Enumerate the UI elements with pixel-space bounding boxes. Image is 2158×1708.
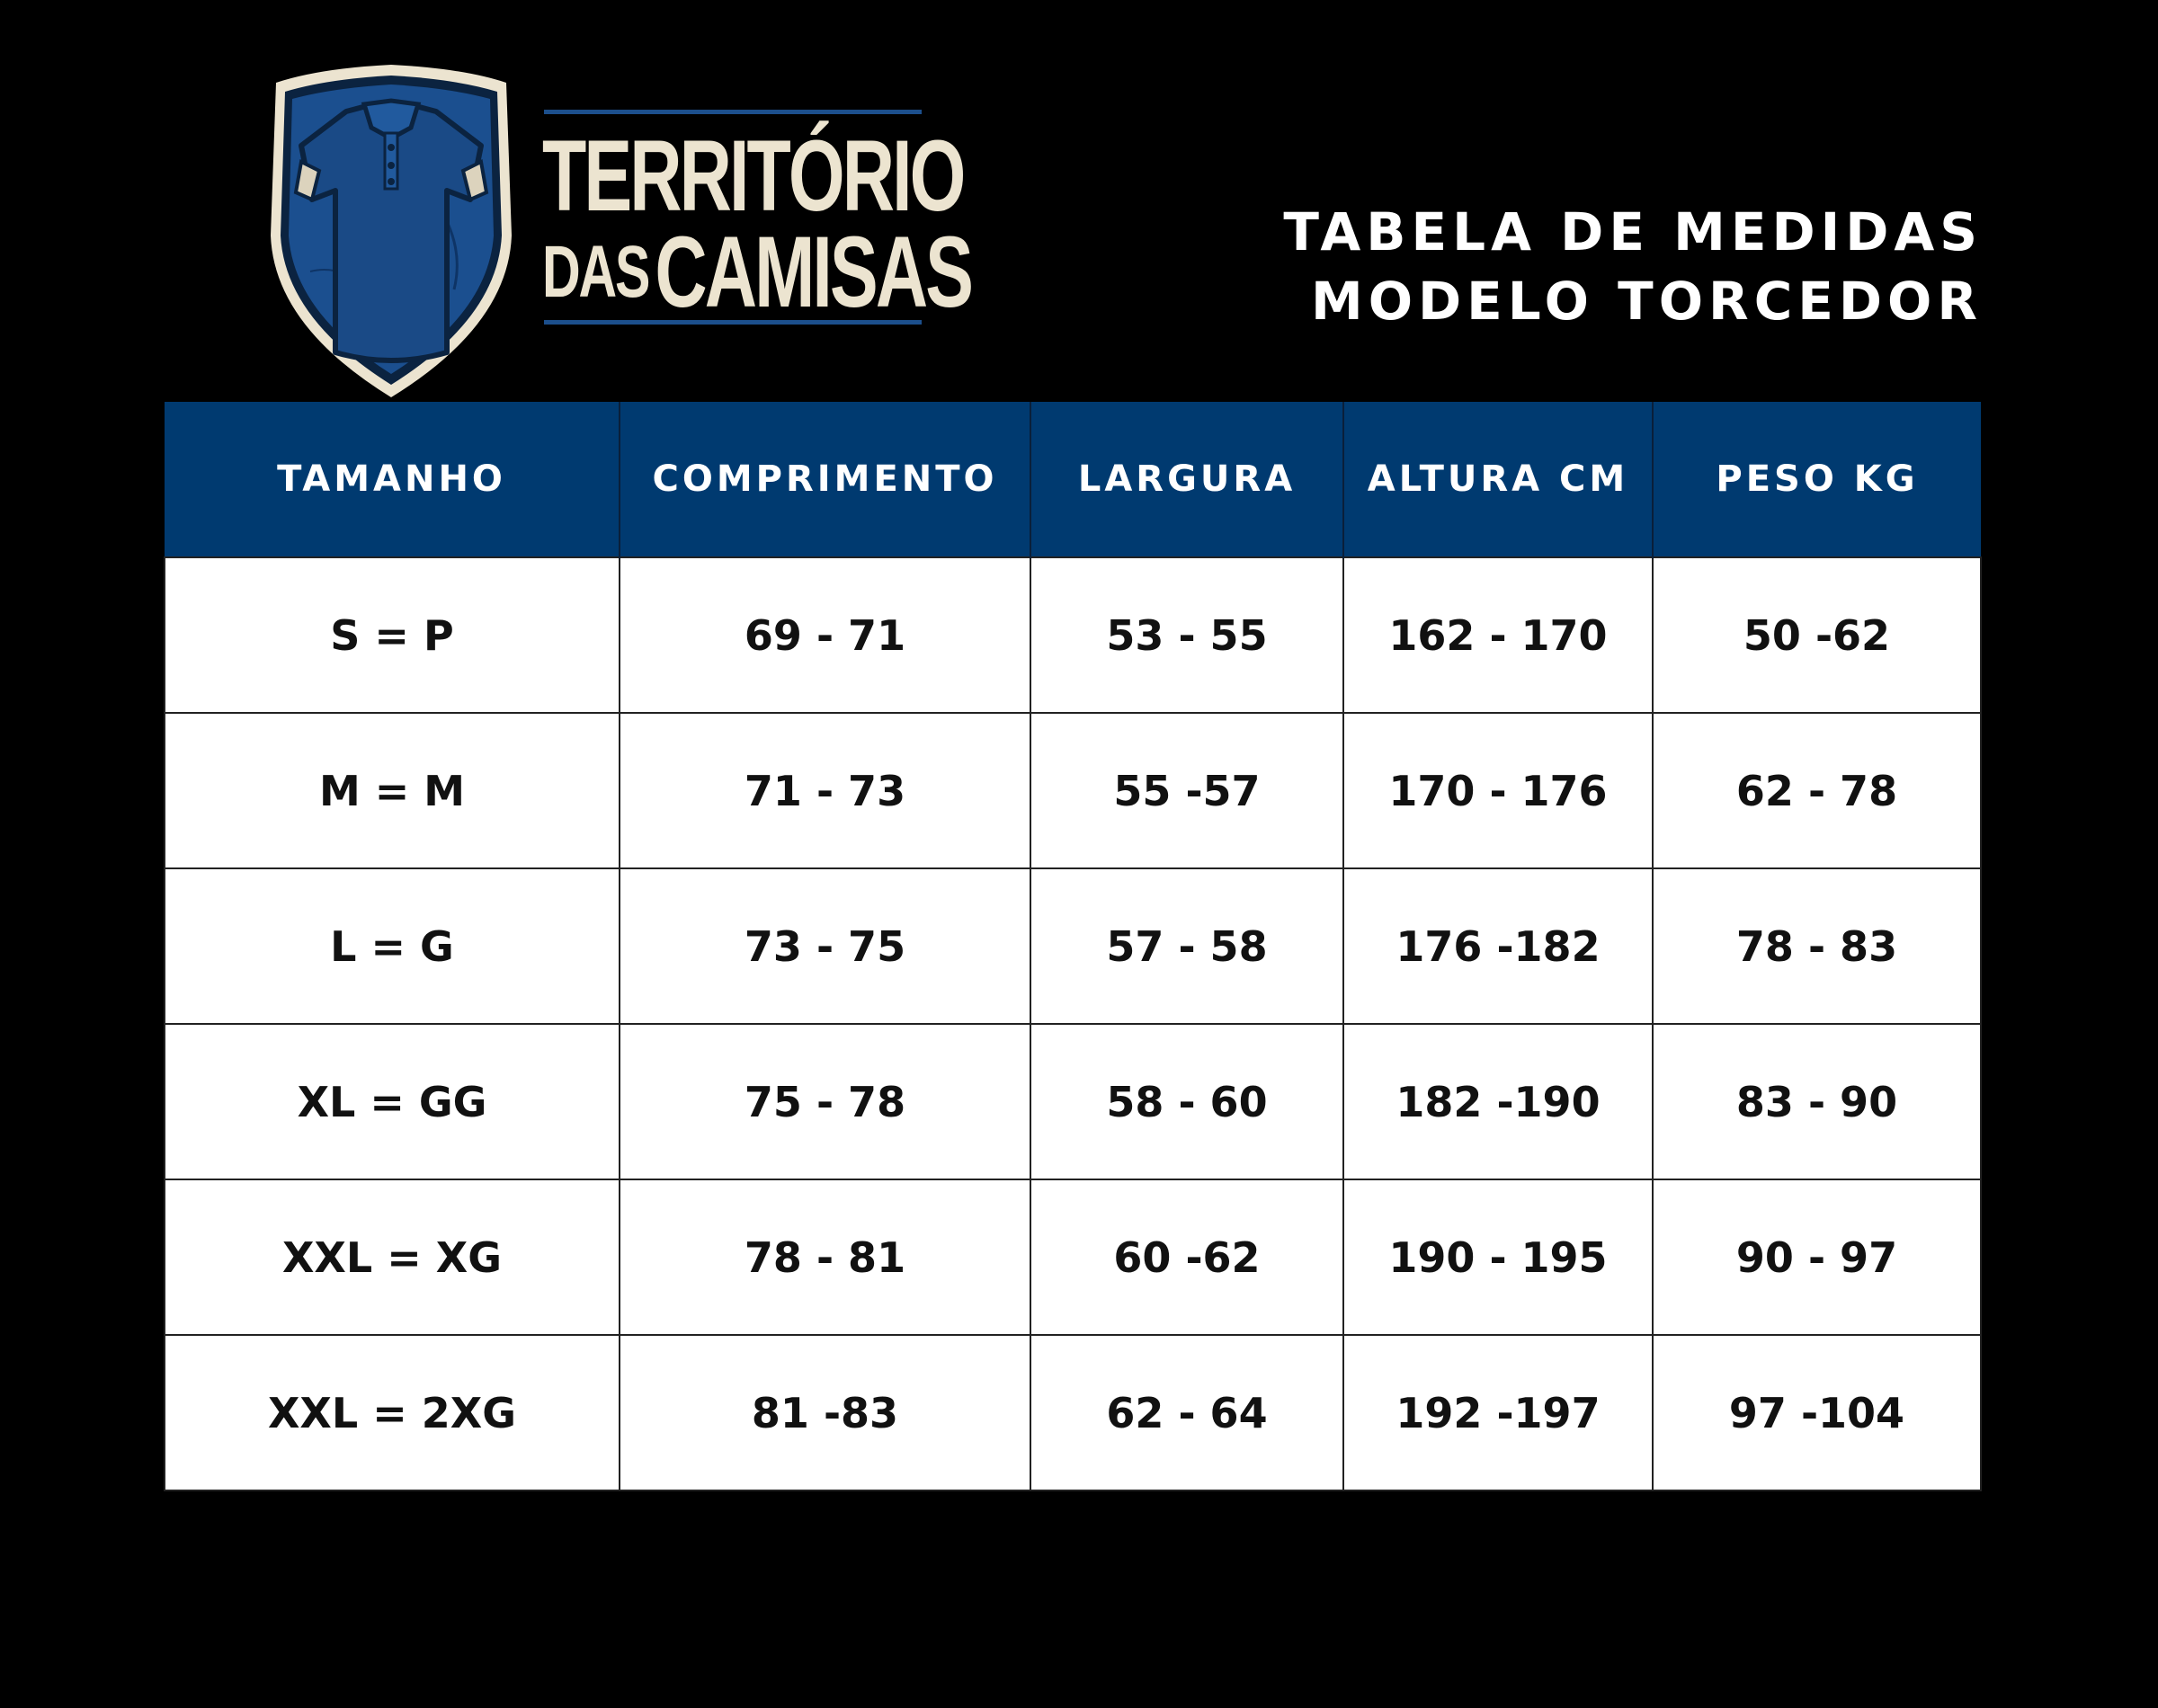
cell-weight: 78 - 83 <box>1652 867 1982 1025</box>
cell-weight: 90 - 97 <box>1652 1179 1982 1336</box>
cell-width: 55 -57 <box>1030 712 1344 869</box>
cell-size: L = G <box>164 867 620 1025</box>
cell-length: 71 - 73 <box>619 712 1031 869</box>
table-row: XXL = XG 78 - 81 60 -62 190 - 195 90 - 9… <box>164 1179 1982 1336</box>
cell-size: XXL = XG <box>164 1179 620 1336</box>
table-row: XL = GG 75 - 78 58 - 60 182 -190 83 - 90 <box>164 1023 1982 1180</box>
cell-size: S = P <box>164 556 620 714</box>
cell-length: 69 - 71 <box>619 556 1031 714</box>
cell-weight: 62 - 78 <box>1652 712 1982 869</box>
header-largura: LARGURA <box>1030 402 1343 557</box>
header-tamanho: TAMANHO <box>165 402 620 557</box>
cell-height: 182 -190 <box>1342 1023 1654 1180</box>
header-altura: ALTURA CM <box>1342 402 1653 557</box>
logo-bottom-rule <box>544 320 922 325</box>
cell-height: 162 - 170 <box>1342 556 1654 714</box>
cell-width: 60 -62 <box>1030 1179 1344 1336</box>
brand-logo: TERRITÓRIO DASCAMISAS <box>256 56 974 406</box>
cell-width: 57 - 58 <box>1030 867 1344 1025</box>
cell-weight: 97 -104 <box>1652 1334 1982 1491</box>
cell-width: 62 - 64 <box>1030 1334 1344 1491</box>
cell-width: 53 - 55 <box>1030 556 1344 714</box>
brand-name-line2: DASCAMISAS <box>542 222 974 323</box>
cell-size: M = M <box>164 712 620 869</box>
cell-length: 81 -83 <box>619 1334 1031 1491</box>
cell-weight: 50 -62 <box>1652 556 1982 714</box>
table-row: M = M 71 - 73 55 -57 170 - 176 62 - 78 <box>164 712 1982 869</box>
cell-length: 75 - 78 <box>619 1023 1031 1180</box>
cell-width: 58 - 60 <box>1030 1023 1344 1180</box>
cell-height: 190 - 195 <box>1342 1179 1654 1336</box>
brand-name-line1: TERRITÓRIO <box>542 120 966 232</box>
cell-size: XL = GG <box>164 1023 620 1180</box>
title-line1: TABELA DE MEDIDAS <box>1283 201 1983 262</box>
size-chart-table: TAMANHO COMPRIMENTO LARGURA ALTURA CM PE… <box>164 402 1982 1491</box>
title-line2: MODELO TORCEDOR <box>1310 271 1983 332</box>
cell-size: XXL = 2XG <box>164 1334 620 1491</box>
header-comprimento: COMPRIMENTO <box>619 402 1030 557</box>
table-row: L = G 73 - 75 57 - 58 176 -182 78 - 83 <box>164 867 1982 1025</box>
cell-height: 170 - 176 <box>1342 712 1654 869</box>
shirt-shield-logo-icon <box>271 65 512 397</box>
cell-height: 192 -197 <box>1342 1334 1654 1491</box>
cell-height: 176 -182 <box>1342 867 1654 1025</box>
cell-length: 73 - 75 <box>619 867 1031 1025</box>
brand-name-camisas: CAMISAS <box>655 216 974 328</box>
page-title: TABELA DE MEDIDAS MODELO TORCEDOR <box>1283 198 1983 336</box>
header-peso: PESO KG <box>1652 402 1981 557</box>
brand-name-das: DAS <box>542 231 650 313</box>
table-row: S = P 69 - 71 53 - 55 162 - 170 50 -62 <box>164 556 1982 714</box>
cell-weight: 83 - 90 <box>1652 1023 1982 1180</box>
table-header-row: TAMANHO COMPRIMENTO LARGURA ALTURA CM PE… <box>165 402 1981 557</box>
cell-length: 78 - 81 <box>619 1179 1031 1336</box>
logo-top-rule <box>544 110 922 114</box>
table-row: XXL = 2XG 81 -83 62 - 64 192 -197 97 -10… <box>164 1334 1982 1491</box>
